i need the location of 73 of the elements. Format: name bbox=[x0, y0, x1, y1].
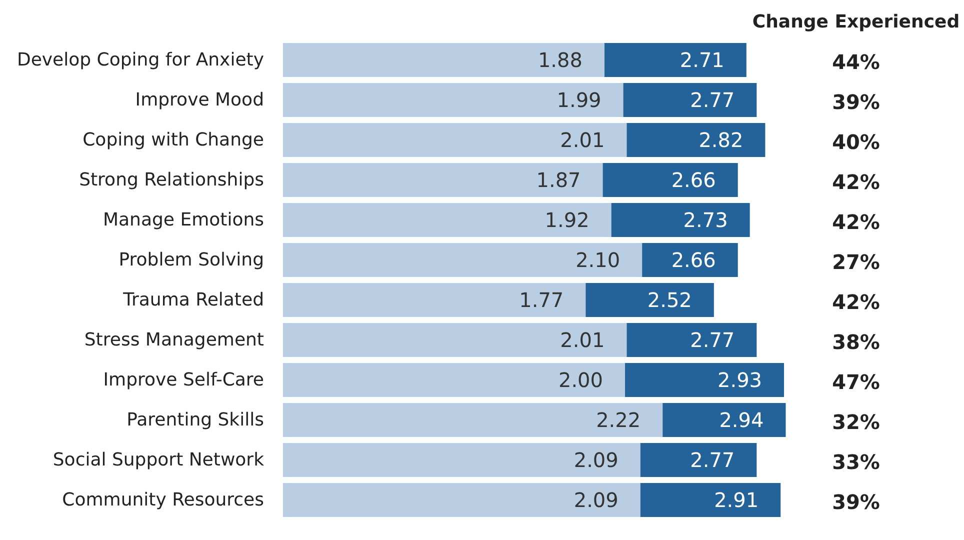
total-label: 2.77 bbox=[690, 448, 735, 472]
total-label: 2.91 bbox=[714, 488, 759, 512]
y-tick-label: Community Resources bbox=[62, 490, 264, 510]
data-label: 2.01 bbox=[560, 128, 605, 152]
text: 27% bbox=[832, 250, 880, 274]
text: 44% bbox=[832, 50, 880, 74]
total-label: 2.82 bbox=[698, 128, 744, 152]
bar bbox=[623, 83, 757, 117]
y-tick-label: Stress Management bbox=[84, 330, 264, 350]
total-label: 2.93 bbox=[718, 368, 762, 392]
bar bbox=[283, 283, 586, 317]
data-label: 1.88 bbox=[538, 48, 582, 72]
y-tick-label: Coping with Change bbox=[82, 130, 264, 150]
total-label: 2.71 bbox=[680, 48, 724, 72]
data-label: 1.77 bbox=[519, 288, 564, 312]
bar bbox=[283, 363, 625, 397]
text: 39% bbox=[832, 490, 880, 514]
data-label: 1.99 bbox=[556, 88, 602, 112]
text: 47% bbox=[832, 370, 880, 394]
bar bbox=[604, 43, 746, 77]
total-label: 2.66 bbox=[671, 168, 716, 192]
bar bbox=[640, 443, 757, 477]
bar bbox=[625, 363, 784, 397]
data-label: 2.00 bbox=[558, 368, 603, 392]
y-tick-label: Develop Coping for Anxiety bbox=[16, 50, 264, 70]
text: 38% bbox=[832, 330, 880, 354]
total-label: 2.77 bbox=[690, 88, 735, 112]
bar bbox=[283, 443, 640, 477]
text: 40% bbox=[832, 130, 880, 154]
y-tick-label: Problem Solving bbox=[118, 250, 264, 270]
text: 42% bbox=[832, 290, 880, 314]
y-tick-label: Parenting Skills bbox=[126, 410, 264, 430]
text: 32% bbox=[832, 410, 880, 434]
text: 42% bbox=[832, 210, 880, 234]
y-tick-label: Strong Relationships bbox=[79, 170, 264, 190]
bar bbox=[640, 483, 781, 517]
text: 42% bbox=[832, 170, 880, 194]
bar bbox=[283, 323, 627, 357]
bar bbox=[662, 403, 786, 437]
y-tick-label: Improve Mood bbox=[135, 90, 264, 110]
data-label: 1.92 bbox=[544, 208, 590, 232]
y-tick-label: Trauma Related bbox=[122, 290, 264, 310]
total-label: 2.77 bbox=[690, 328, 735, 352]
bar bbox=[586, 283, 714, 317]
bar bbox=[283, 163, 603, 197]
bar bbox=[283, 243, 642, 277]
bar bbox=[283, 83, 624, 117]
total-label: 2.52 bbox=[647, 288, 692, 312]
bar bbox=[642, 243, 738, 277]
bar bbox=[283, 483, 640, 517]
data-label: 1.87 bbox=[536, 168, 581, 192]
bar bbox=[626, 123, 766, 157]
total-label: 2.66 bbox=[671, 248, 716, 272]
bar bbox=[626, 323, 757, 357]
data-label: 2.01 bbox=[560, 328, 605, 352]
bar bbox=[611, 203, 750, 237]
data-label: 2.09 bbox=[574, 488, 618, 512]
y-tick-label: Social Support Network bbox=[52, 450, 265, 470]
text: 39% bbox=[832, 90, 880, 114]
bar bbox=[602, 163, 738, 197]
y-tick-label: Manage Emotions bbox=[103, 210, 264, 230]
total-label: 2.73 bbox=[683, 208, 728, 232]
bar bbox=[283, 123, 627, 157]
data-label: 2.09 bbox=[574, 448, 618, 472]
data-label: 2.22 bbox=[596, 408, 641, 432]
data-label: 2.10 bbox=[576, 248, 620, 272]
y-tick-label: Improve Self-Care bbox=[103, 370, 264, 390]
text: Change Experienced bbox=[752, 12, 960, 32]
bar bbox=[283, 43, 604, 77]
bar bbox=[283, 203, 612, 237]
bar bbox=[283, 403, 663, 437]
total-label: 2.94 bbox=[719, 408, 764, 432]
text: 33% bbox=[832, 450, 880, 474]
